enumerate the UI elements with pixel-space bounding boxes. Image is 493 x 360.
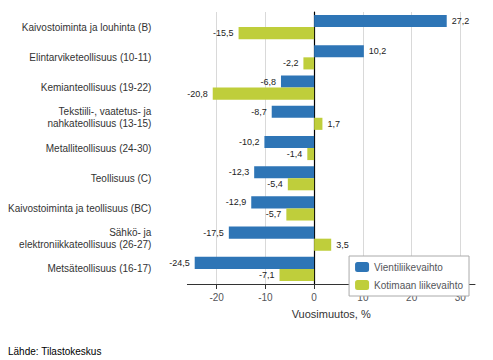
svg-text:-1,4: -1,4 bbox=[287, 149, 303, 159]
svg-text:-2,2: -2,2 bbox=[283, 58, 299, 68]
svg-text:-6,8: -6,8 bbox=[260, 77, 276, 87]
svg-text:Sähkö- ja: Sähkö- ja bbox=[109, 227, 152, 238]
svg-text:Vientiliikevaihto: Vientiliikevaihto bbox=[374, 262, 443, 273]
svg-text:-20,8: -20,8 bbox=[187, 89, 208, 99]
svg-text:Metsäteollisuus (16-17): Metsäteollisuus (16-17) bbox=[47, 263, 151, 274]
svg-text:-10: -10 bbox=[258, 292, 273, 303]
svg-text:Elintarviketeollisuus (10-11): Elintarviketeollisuus (10-11) bbox=[29, 52, 151, 63]
svg-text:3,5: 3,5 bbox=[336, 240, 349, 250]
svg-text:nahkateollisuus (13-15): nahkateollisuus (13-15) bbox=[47, 118, 151, 129]
svg-text:Kemianteollisuus (19-22): Kemianteollisuus (19-22) bbox=[41, 82, 152, 93]
svg-text:-5,4: -5,4 bbox=[267, 179, 283, 189]
svg-text:27,2: 27,2 bbox=[452, 16, 470, 26]
svg-text:-17,5: -17,5 bbox=[203, 228, 224, 238]
svg-text:20: 20 bbox=[406, 291, 418, 303]
svg-text:-12,3: -12,3 bbox=[229, 167, 250, 177]
svg-text:-10,2: -10,2 bbox=[239, 137, 260, 147]
svg-text:30: 30 bbox=[454, 291, 466, 303]
svg-text:0: 0 bbox=[311, 292, 317, 303]
svg-text:10,2: 10,2 bbox=[369, 46, 387, 56]
svg-text:Kaivostoiminta ja teollisuus (: Kaivostoiminta ja teollisuus (BC) bbox=[8, 203, 151, 214]
svg-text:Vuosimuutos, %: Vuosimuutos, % bbox=[292, 308, 371, 320]
svg-text:-5,7: -5,7 bbox=[266, 209, 282, 219]
svg-text:Teollisuus (C): Teollisuus (C) bbox=[91, 173, 152, 184]
svg-text:Metalliteollisuus (24-30): Metalliteollisuus (24-30) bbox=[46, 143, 152, 154]
svg-text:Lähde: Tilastokeskus: Lähde: Tilastokeskus bbox=[8, 346, 101, 357]
svg-text:1,7: 1,7 bbox=[327, 119, 340, 129]
svg-text:-15,5: -15,5 bbox=[213, 28, 234, 38]
svg-text:-24,5: -24,5 bbox=[169, 258, 190, 268]
svg-text:-12,9: -12,9 bbox=[226, 197, 247, 207]
svg-text:Kotimaan liikevaihto: Kotimaan liikevaihto bbox=[374, 280, 463, 291]
svg-text:-7,1: -7,1 bbox=[259, 270, 275, 280]
svg-text:10: 10 bbox=[357, 291, 369, 303]
svg-text:Kaivostoiminta ja louhinta (B): Kaivostoiminta ja louhinta (B) bbox=[22, 22, 152, 33]
svg-text:-20: -20 bbox=[209, 292, 224, 303]
svg-text:-8,7: -8,7 bbox=[251, 107, 267, 117]
svg-text:elektroniikkateollisuus (26-27: elektroniikkateollisuus (26-27) bbox=[19, 239, 151, 250]
svg-text:Tekstiili-, vaatetus- ja: Tekstiili-, vaatetus- ja bbox=[59, 106, 152, 117]
